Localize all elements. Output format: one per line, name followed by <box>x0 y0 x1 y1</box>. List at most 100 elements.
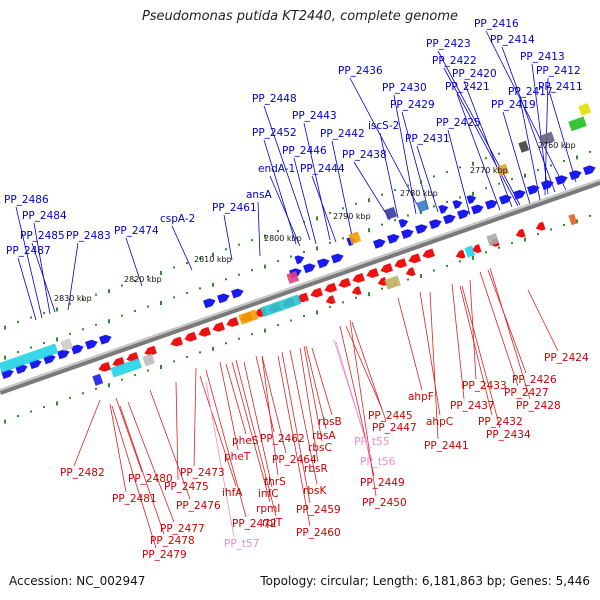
gene-arrow-forward <box>569 170 582 181</box>
backbone-shadow <box>0 179 600 395</box>
gene-label-forward: cspA-2 <box>160 213 195 225</box>
gene-arrow-forward <box>499 194 512 205</box>
scale-dot <box>4 419 6 424</box>
gene-label-forward: PP_2414 <box>490 34 535 46</box>
gene-label-forward: PP_2461 <box>212 202 257 214</box>
gene-feature-block <box>0 343 59 373</box>
gene-label-forward: PP_2416 <box>474 18 519 30</box>
leader-line-forward <box>447 129 471 216</box>
scale-dot <box>485 187 487 190</box>
leader-line-reverse <box>277 355 311 527</box>
gene-arrow-reverse <box>310 287 323 298</box>
gene-label-reverse: PP_2475 <box>164 481 209 493</box>
scale-dot <box>173 266 175 269</box>
scale-dot <box>303 220 305 223</box>
scale-tick-labels: 2760 kbp 2770 kbp 2780 kbp 2790 kbp 2800 kbp… <box>54 141 576 303</box>
leader-line-rna <box>205 381 235 538</box>
gene-arrow-forward <box>203 298 216 309</box>
leader-line-forward <box>393 94 417 215</box>
gene-label-reverse: PP_2437 <box>450 400 495 412</box>
gene-label-reverse: PP_2476 <box>176 500 221 512</box>
scale-dot <box>576 155 578 160</box>
gene-arrow-forward <box>85 339 98 350</box>
backbone-highlight <box>0 179 600 391</box>
scale-dot <box>290 255 292 258</box>
gene-label-forward: PP_2422 <box>432 55 477 67</box>
leader-line-forward <box>33 222 51 315</box>
scale-dot <box>563 159 565 162</box>
leader-line-reverse <box>303 345 323 442</box>
gene-label-forward: iscS-2 <box>368 120 399 132</box>
scale-dot <box>407 184 409 187</box>
leader-line-reverse <box>243 361 273 488</box>
scale-dot <box>433 175 435 178</box>
gene-feature-block <box>238 309 259 325</box>
gene-feature-block <box>110 358 142 378</box>
gene-label-reverse: PP_2482 <box>60 467 105 479</box>
leader-line-reverse <box>175 381 179 481</box>
gene-arrow-forward <box>457 209 470 220</box>
gene-label-forward: ansA <box>246 189 273 201</box>
scale-dot <box>446 200 448 203</box>
gene-label-reverse: PP_2424 <box>544 352 589 364</box>
gene-feature-block <box>568 213 578 226</box>
scale-dot <box>433 205 435 208</box>
scale-dot <box>342 301 344 304</box>
leader-line-forward <box>501 46 556 193</box>
scale-dot <box>498 152 500 155</box>
leader-line-forward <box>519 98 541 201</box>
scale-dot <box>212 282 214 287</box>
leader-line-forward <box>502 111 531 205</box>
gene-arrow-forward <box>429 219 442 230</box>
leader-line-forward <box>223 214 233 261</box>
gene-label-reverse: PP_2447 <box>372 422 417 434</box>
scale-dot <box>485 157 487 160</box>
leader-line-reverse <box>419 291 441 416</box>
scale-dot <box>186 291 188 294</box>
scale-tick-label: 2800 kbp <box>264 234 302 243</box>
scale-dot <box>342 237 344 240</box>
gene-arrow-reverse <box>455 249 466 259</box>
leader-line-reverse <box>461 285 501 429</box>
gene-label-reverse: PP_2472 <box>232 518 277 530</box>
scale-dot <box>160 271 162 275</box>
gene-label-forward: PP_2423 <box>426 38 471 50</box>
gene-arrow-forward <box>541 180 554 190</box>
leader-line-forward <box>17 257 37 321</box>
leader-line-forward <box>456 93 501 211</box>
scale-dot <box>173 296 175 299</box>
scale-dot <box>394 189 396 192</box>
scale-dot <box>368 292 370 297</box>
gene-arrow-forward <box>555 175 568 186</box>
leader-line-reverse <box>429 291 439 440</box>
gene-feature-block <box>348 231 362 245</box>
scale-dot <box>225 278 227 281</box>
gene-label-reverse: PP_2445 <box>368 410 413 422</box>
leader-line-forward <box>443 67 519 207</box>
scale-dot <box>199 287 201 290</box>
gene-arrow-forward <box>398 218 409 228</box>
gene-arrow-reverse <box>144 345 157 356</box>
gene-label-reverse: PP_2426 <box>512 374 557 386</box>
gene-arrow-forward <box>57 349 70 360</box>
leader-line-rna <box>335 341 371 456</box>
gene-label-reverse: infC <box>258 488 279 500</box>
scale-dot <box>316 216 318 221</box>
gene-label-forward: PP_2483 <box>66 230 111 242</box>
scale-dot <box>69 332 71 335</box>
gene-label-reverse: ahpF <box>408 391 434 403</box>
scale-dot <box>108 319 110 324</box>
leader-line-reverse <box>255 355 275 433</box>
gene-arrow-forward <box>331 253 344 264</box>
leader-line-forward <box>269 175 301 247</box>
scale-dot <box>82 392 84 395</box>
scale-dot <box>420 180 422 184</box>
scale-dot <box>69 302 71 305</box>
leader-line-reverse <box>73 399 101 467</box>
leader-line-forward <box>379 132 399 219</box>
scale-dot <box>303 314 305 317</box>
leader-line-reverse <box>109 403 127 493</box>
scale-dot <box>199 257 201 260</box>
gene-feature-block <box>568 116 587 132</box>
leader-line-forward <box>257 201 261 257</box>
